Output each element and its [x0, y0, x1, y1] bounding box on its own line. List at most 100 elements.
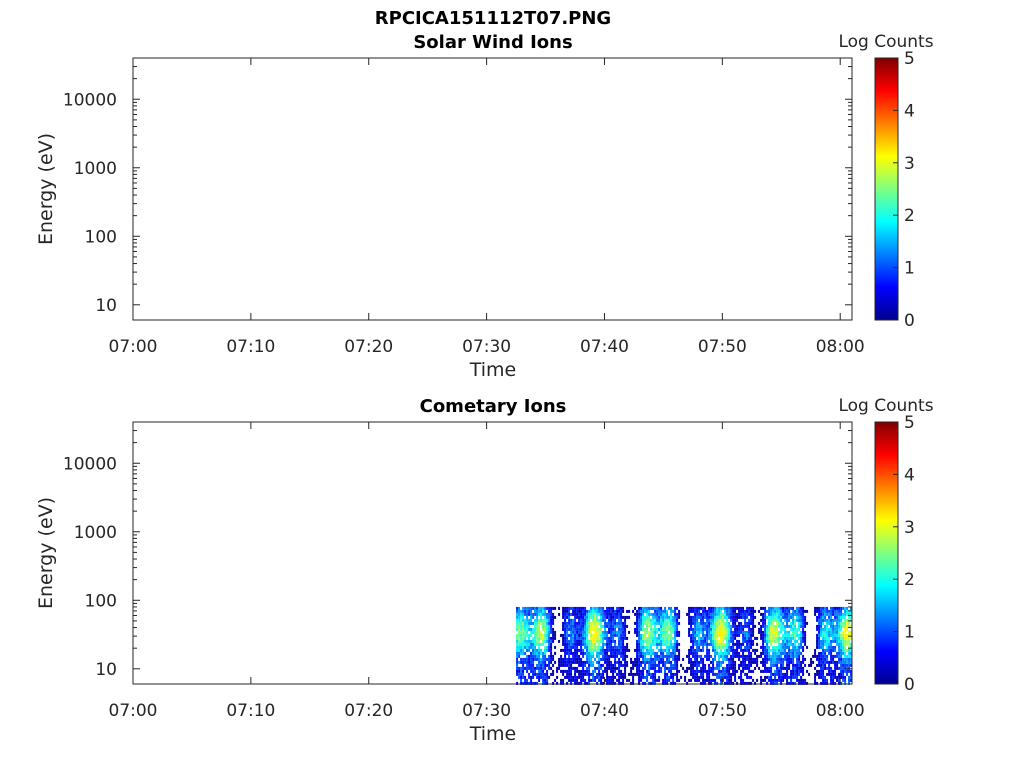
spectrogram-cell [758, 666, 761, 670]
spectrogram-cell [840, 627, 843, 631]
spectrogram-cell [534, 627, 537, 631]
spectrogram-cell [522, 642, 525, 646]
spectrogram-cell [616, 672, 619, 676]
spectrogram-cell [786, 660, 789, 664]
spectrogram-cell [660, 639, 663, 643]
spectrogram-cell [662, 651, 665, 655]
spectrogram-cell [724, 627, 727, 631]
spectrogram-cell [524, 618, 527, 622]
spectrogram-cell [732, 606, 735, 610]
spectrogram-cell [834, 612, 837, 616]
spectrogram-cell [654, 669, 657, 673]
spectrogram-cell [622, 654, 625, 658]
spectrogram-cell [708, 630, 711, 634]
spectrogram-cell [650, 663, 653, 667]
spectrogram-cell [836, 612, 839, 616]
spectrogram-cell [728, 642, 731, 646]
spectrogram-cell [650, 675, 653, 679]
spectrogram-cell [582, 675, 585, 679]
spectrogram-cell [762, 624, 765, 628]
spectrogram-cell [532, 648, 535, 652]
spectrogram-cell [824, 675, 827, 679]
spectrogram-cell [660, 630, 663, 634]
spectrogram-cell [774, 618, 777, 622]
spectrogram-cell [834, 681, 837, 685]
spectrogram-cell [692, 675, 695, 679]
spectrogram-cell [784, 606, 787, 610]
spectrogram-cell [780, 624, 783, 628]
spectrogram-cell [688, 648, 691, 652]
spectrogram-cell [652, 672, 655, 676]
spectrogram-cell [564, 612, 567, 616]
spectrogram-cell [618, 669, 621, 673]
spectrogram-cell [806, 645, 809, 649]
spectrogram-cell [702, 618, 705, 622]
spectrogram-cell [646, 648, 649, 652]
spectrogram-cell [594, 630, 597, 634]
spectrogram-cell [586, 618, 589, 622]
spectrogram-cell [596, 681, 599, 685]
spectrogram-cell [580, 615, 583, 619]
spectrogram-cell [592, 618, 595, 622]
spectrogram-cell [616, 633, 619, 637]
spectrogram-cell [538, 624, 541, 628]
spectrogram-cell [698, 654, 701, 658]
spectrogram-cell [740, 642, 743, 646]
spectrogram-cell [728, 651, 731, 655]
spectrogram-cell [586, 609, 589, 613]
spectrogram-cell [750, 642, 753, 646]
spectrogram-cell [532, 663, 535, 667]
spectrogram-cell [616, 645, 619, 649]
spectrogram-cell [638, 624, 641, 628]
spectrogram-cell [788, 660, 791, 664]
spectrogram-cell [612, 666, 615, 670]
spectrogram-cell [796, 678, 799, 682]
spectrogram-cell [836, 609, 839, 613]
spectrogram-cell [554, 678, 557, 682]
spectrogram-cell [676, 657, 679, 661]
spectrogram-cell [776, 606, 779, 610]
spectrogram-cell [646, 639, 649, 643]
spectrogram-cell [760, 654, 763, 658]
spectrogram-cell [670, 633, 673, 637]
spectrogram-cell [712, 678, 715, 682]
spectrogram-cell [526, 645, 529, 649]
spectrogram-cell [744, 636, 747, 640]
spectrogram-cell [652, 663, 655, 667]
spectrogram-cell [582, 669, 585, 673]
spectrogram-cell [648, 615, 651, 619]
spectrogram-cell [712, 642, 715, 646]
spectrogram-cell [672, 627, 675, 631]
spectrogram-cell [610, 669, 613, 673]
spectrogram-cell [820, 651, 823, 655]
spectrogram-cell [594, 648, 597, 652]
spectrogram-cell [840, 660, 843, 664]
spectrogram-cell [668, 678, 671, 682]
spectrogram-cell [770, 612, 773, 616]
spectrogram-cell [660, 645, 663, 649]
spectrogram-cell [654, 675, 657, 679]
spectrogram-cell [516, 669, 519, 673]
spectrogram-cell [752, 633, 755, 637]
spectrogram-cell [726, 663, 729, 667]
spectrogram-cell [664, 636, 667, 640]
spectrogram-cell [764, 654, 767, 658]
spectrogram-cell [648, 657, 651, 661]
spectrogram-cell [584, 618, 587, 622]
spectrogram-cell [824, 636, 827, 640]
spectrogram-cell [594, 627, 597, 631]
spectrogram-cell [602, 651, 605, 655]
spectrogram-cell [578, 639, 581, 643]
spectrogram-cell [570, 618, 573, 622]
spectrogram-cell [600, 627, 603, 631]
spectrogram-cell [578, 621, 581, 625]
spectrogram-cell [656, 627, 659, 631]
spectrogram-cell [562, 636, 565, 640]
spectrogram-cell [700, 666, 703, 670]
spectrogram-cell [776, 651, 779, 655]
spectrogram-cell [522, 609, 525, 613]
spectrogram-cell [706, 624, 709, 628]
spectrogram-cell [724, 633, 727, 637]
spectrogram-cell [814, 612, 817, 616]
spectrogram-cell [702, 639, 705, 643]
